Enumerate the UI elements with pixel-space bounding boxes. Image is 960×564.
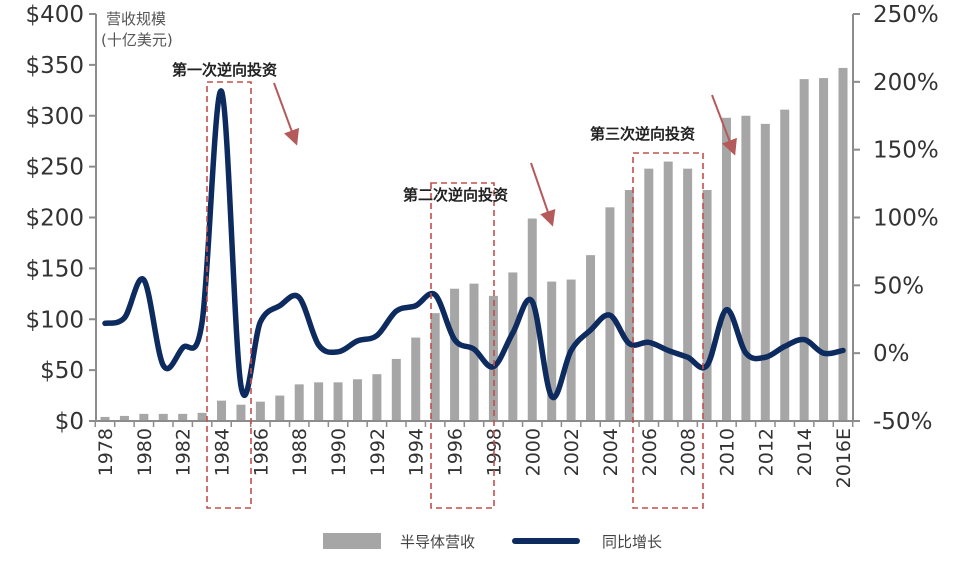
x-axis-tick-label: 1982 [173,428,195,476]
x-axis-tick-label: 2014 [794,428,816,476]
revenue-bar [139,413,149,421]
right-axis-tick-label: 200% [873,70,939,96]
left-axis-tick-label: $50 [40,358,84,384]
annotation-third: 第三次逆向投资 [590,125,695,143]
revenue-bar [838,67,848,422]
x-axis-tick-label: 1990 [328,428,350,476]
growth-line [102,88,846,401]
arrow-third [711,94,737,156]
revenue-bar [100,416,110,421]
arrow-first [273,82,300,146]
x-axis-tick-label: 1992 [367,428,389,476]
highlight-box-third [632,152,704,509]
revenue-bar [702,190,712,421]
legend-bar-label: 半导体营收 [400,533,475,551]
right-axis-tick-label: 0% [873,341,910,367]
annotation-second: 第二次逆向投资 [403,186,508,204]
left-axis-tick-label: $400 [25,2,84,28]
revenue-bar [430,313,440,421]
highlight-box-first [206,81,252,509]
highlight-box-second [430,182,495,509]
revenue-bar [255,401,265,421]
x-axis-tick-label: 1978 [95,428,117,476]
x-axis-tick-label: 1980 [134,428,156,476]
right-axis-tick-label: -50% [873,409,932,435]
left-axis-tick-label: $100 [25,307,84,333]
x-axis-tick-label: 2010 [716,428,738,476]
left-axis-tick-label: $250 [25,155,84,181]
legend: 半导体营收 同比增长 [323,533,662,551]
right-axis-tick-label: 50% [873,273,924,299]
x-axis-tick-label: 2002 [561,428,583,476]
revenue-bar [236,404,246,421]
revenue-bar [644,168,654,421]
x-axis-tick-label: 1988 [289,428,311,476]
x-axis-tick-label: 1994 [406,428,428,476]
revenue-bar [333,382,343,421]
left-axis-tick-label: $200 [25,206,84,232]
revenue-bar [508,272,518,421]
revenue-bar [372,374,382,421]
revenue-bar [294,384,304,421]
revenue-bar [314,382,324,421]
revenue-bar [411,337,421,421]
revenue-bar [352,379,362,421]
revenue-bar [799,79,809,422]
x-axis-tick-label: 2000 [522,428,544,476]
revenue-bar [275,395,285,421]
left-axis-tick-label: $350 [25,53,84,79]
x-axis-tick-label: 2004 [600,428,622,476]
x-axis-tick-label: 1984 [212,428,234,476]
x-axis-tick-label: 2012 [755,428,777,476]
left-axis-tick-label: $300 [25,104,84,130]
right-axis-tick-label: 100% [873,206,939,232]
annotation-first: 第一次逆向投资 [172,61,277,79]
right-axis-tick-label: 250% [873,2,939,28]
left-y-axis: $0 $50 $100 $150 $200 $250 $300 $350 $400 [25,2,97,435]
x-axis-tick-label: 1996 [445,428,467,476]
revenue-bar [624,190,634,421]
revenue-bar [391,358,401,421]
revenue-bar [217,400,227,421]
right-y-axis: -50% 0% 50% 100% 150% 200% 250% [852,2,939,435]
arrow-second [530,162,556,227]
revenue-bar [586,255,596,421]
revenue-bar [741,115,751,421]
x-axis-tick-label: 2016E [833,428,855,488]
x-axis-tick-label: 2006 [639,428,661,476]
legend-bar-swatch [323,533,381,549]
revenue-bar [158,413,168,421]
left-axis-unit-line1: 营收规模 [106,10,166,28]
revenue-bar [178,413,188,421]
revenue-bar [663,161,673,421]
x-axis-tick-label: 1986 [250,428,272,476]
revenue-bar [819,78,829,421]
left-axis-unit-line2: (十亿美元) [101,31,173,49]
legend-line-label: 同比增长 [602,533,662,551]
revenue-bar [450,288,460,421]
revenue-bar [760,123,770,421]
revenue-bar [683,168,693,421]
revenue-bar [527,218,537,421]
right-axis-tick-label: 150% [873,138,939,164]
revenue-bars [100,67,848,422]
revenue-bar [197,412,207,421]
revenue-bar [119,415,129,421]
x-axis: 1978 1980 1982 1984 1986 1988 1990 1992 1994 1996… [94,420,855,488]
revenue-bar [547,281,557,421]
left-axis-tick-label: $150 [25,256,84,282]
left-axis-tick-label: $0 [55,409,84,435]
x-axis-tick-label: 2008 [678,428,700,476]
revenue-bar [780,109,790,422]
revenue-bar [488,295,498,421]
revenue-bar [721,117,731,421]
